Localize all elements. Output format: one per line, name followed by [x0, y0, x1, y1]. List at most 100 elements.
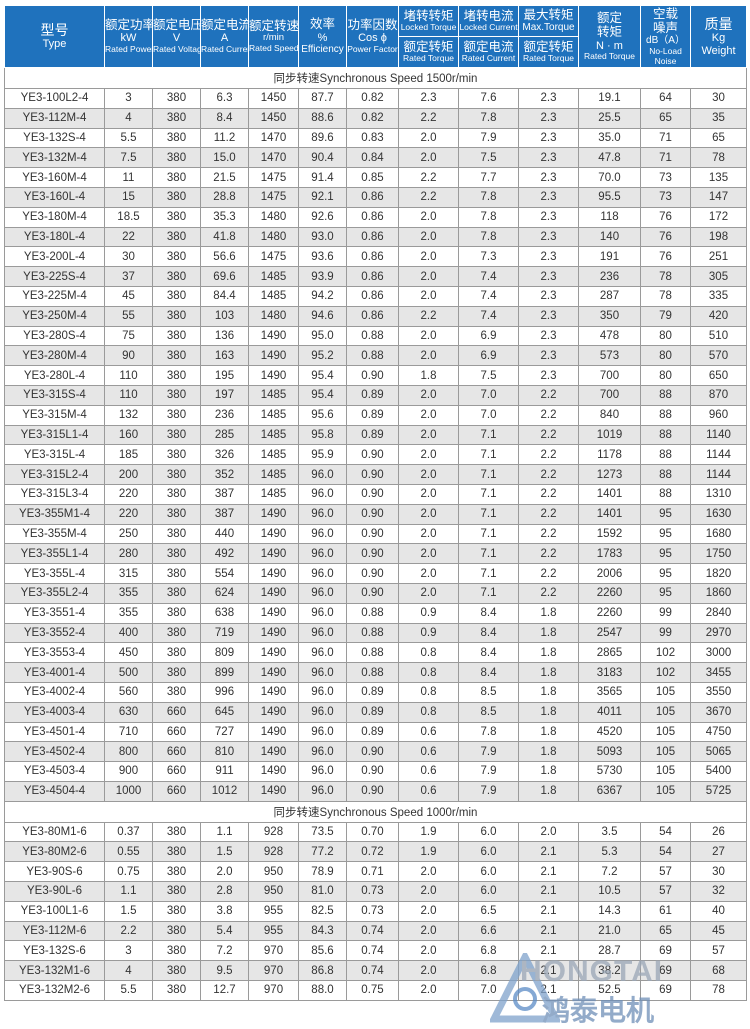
cell-power-factor: 0.89 [346, 404, 399, 426]
table-row: YE3-132S-6 3 380 7.2 970 85.6 0.74 2.0 6.8 2.1 28.… [4, 940, 747, 962]
cell-locked-current-ratio: 6.6 [458, 920, 519, 942]
cell-power-factor: 0.88 [346, 642, 399, 664]
cell-locked-current-ratio: 7.1 [458, 543, 519, 565]
cell-weight: 30 [690, 88, 747, 109]
cell-power-factor: 0.74 [346, 940, 399, 962]
cell-weight: 5725 [690, 780, 747, 802]
cell-voltage: 380 [152, 305, 201, 327]
cell-noise: 69 [640, 940, 691, 962]
cell-power: 18.5 [104, 206, 153, 228]
cell-locked-torque-ratio: 1.9 [398, 821, 459, 843]
cell-type: YE3-355L1-4 [4, 543, 105, 565]
cell-power: 110 [104, 384, 153, 406]
table-header: 型号 Type 额定功率 kW Rated Power 额定电压 V Rated Volt… [4, 5, 747, 68]
cell-noise: 95 [640, 543, 691, 565]
cell-locked-torque-ratio: 2.0 [398, 226, 459, 248]
cell-noise: 102 [640, 662, 691, 683]
cell-locked-torque-ratio: 2.0 [398, 384, 459, 406]
cell-locked-current-ratio: 6.8 [458, 960, 519, 982]
cell-voltage: 380 [152, 365, 201, 386]
table-row: YE3-4002-4 560 380 996 1490 96.0 0.89 0.8 8.5 1.8… [4, 681, 747, 703]
cell-current: 35.3 [200, 206, 249, 228]
cell-voltage: 380 [152, 404, 201, 426]
cell-power-factor: 0.73 [346, 881, 399, 902]
cell-weight: 305 [690, 266, 747, 287]
header-power-factor: 功率因数 Cos ϕ Power Factor [346, 5, 399, 68]
cell-efficiency: 91.4 [298, 167, 347, 188]
cell-efficiency: 92.1 [298, 186, 347, 208]
cell-rated-torque: 1178 [578, 444, 641, 466]
cell-power: 132 [104, 404, 153, 426]
cell-efficiency: 96.0 [298, 464, 347, 485]
cell-type: YE3-4501-4 [4, 721, 105, 743]
cell-type: YE3-315L1-4 [4, 424, 105, 446]
cell-max-torque-ratio: 1.8 [518, 701, 579, 723]
cell-speed: 970 [248, 960, 299, 982]
cell-efficiency: 96.0 [298, 563, 347, 584]
cell-noise: 105 [640, 681, 691, 703]
cell-rated-torque: 35.0 [578, 127, 641, 149]
cell-efficiency: 89.6 [298, 127, 347, 149]
cell-locked-current-ratio: 7.1 [458, 424, 519, 446]
cell-weight: 3455 [690, 662, 747, 683]
cell-noise: 73 [640, 186, 691, 208]
cell-speed: 1450 [248, 88, 299, 109]
cell-current: 554 [200, 563, 249, 584]
cell-noise: 105 [640, 721, 691, 743]
cell-locked-torque-ratio: 0.8 [398, 701, 459, 723]
cell-locked-current-ratio: 6.0 [458, 861, 519, 883]
cell-max-torque-ratio: 2.2 [518, 483, 579, 505]
header-power-en: Rated Power [105, 44, 153, 55]
cell-power-factor: 0.90 [346, 503, 399, 525]
header-power: 额定功率 kW Rated Power [104, 5, 153, 68]
cell-locked-current-ratio: 7.9 [458, 761, 519, 782]
cell-locked-torque-ratio: 2.0 [398, 503, 459, 525]
cell-max-torque-ratio: 2.3 [518, 345, 579, 367]
cell-efficiency: 87.7 [298, 88, 347, 109]
cell-locked-current-ratio: 7.8 [458, 206, 519, 228]
cell-weight: 1310 [690, 483, 747, 505]
cell-current: 103 [200, 305, 249, 327]
cell-max-torque-ratio: 2.2 [518, 404, 579, 426]
cell-locked-torque-ratio: 0.6 [398, 721, 459, 743]
cell-voltage: 660 [152, 761, 201, 782]
cell-locked-torque-ratio: 2.2 [398, 305, 459, 327]
cell-rated-torque: 38.2 [578, 960, 641, 982]
cell-power-factor: 0.86 [346, 246, 399, 268]
cell-weight: 3000 [690, 642, 747, 664]
cell-max-torque-ratio: 1.8 [518, 662, 579, 683]
cell-type: YE3-355M-4 [4, 523, 105, 545]
cell-weight: 3670 [690, 701, 747, 723]
cell-power: 90 [104, 345, 153, 367]
cell-max-torque-ratio: 2.2 [518, 563, 579, 584]
table-row: YE3-3553-4 450 380 809 1490 96.0 0.88 0.8 8.4 1.8… [4, 642, 747, 664]
cell-max-torque-ratio: 2.3 [518, 246, 579, 268]
cell-type: YE3-112M-4 [4, 107, 105, 129]
cell-efficiency: 96.0 [298, 642, 347, 664]
cell-power-factor: 0.74 [346, 920, 399, 942]
cell-weight: 40 [690, 900, 747, 922]
cell-efficiency: 93.9 [298, 266, 347, 287]
cell-speed: 950 [248, 861, 299, 883]
cell-power: 7.5 [104, 147, 153, 169]
cell-locked-torque-ratio: 2.0 [398, 325, 459, 347]
cell-noise: 95 [640, 503, 691, 525]
cell-weight: 65 [690, 127, 747, 149]
cell-weight: 960 [690, 404, 747, 426]
cell-max-torque-ratio: 2.3 [518, 127, 579, 149]
cell-rated-torque: 2006 [578, 563, 641, 584]
table-row: YE3-132M-4 7.5 380 15.0 1470 90.4 0.84 2.0 7.5 2.… [4, 147, 747, 169]
cell-power: 5.5 [104, 980, 153, 1001]
cell-power-factor: 0.90 [346, 780, 399, 802]
cell-speed: 970 [248, 980, 299, 1001]
cell-noise: 95 [640, 563, 691, 584]
cell-efficiency: 73.5 [298, 821, 347, 843]
header-lt-en: Locked Torque [400, 22, 457, 33]
cell-speed: 1490 [248, 325, 299, 347]
cell-power: 30 [104, 246, 153, 268]
cell-noise: 88 [640, 404, 691, 426]
cell-power: 400 [104, 622, 153, 644]
header-efficiency-unit: % [317, 31, 328, 44]
cell-rated-torque: 478 [578, 325, 641, 347]
cell-locked-torque-ratio: 1.9 [398, 841, 459, 863]
